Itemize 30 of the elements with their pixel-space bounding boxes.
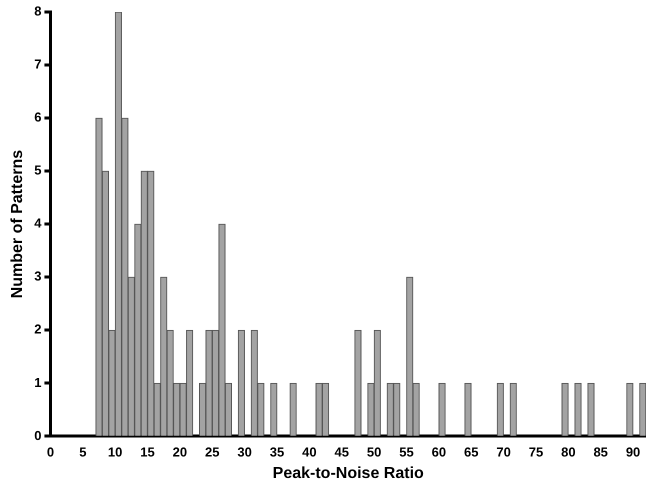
x-tick-label: 15	[140, 444, 155, 460]
x-tick-label: 45	[334, 444, 349, 460]
x-tick-label: 85	[593, 444, 608, 460]
x-tick-label: 0	[46, 444, 54, 460]
x-tick-label: 90	[626, 444, 640, 460]
x-tick-label: 70	[496, 444, 511, 460]
y-tick-label: 6	[34, 110, 42, 125]
x-tick-label: 25	[205, 444, 220, 460]
y-axis-title: Number of Patterns	[9, 150, 26, 298]
x-tick-label: 20	[172, 444, 188, 460]
x-tick-label: 35	[270, 444, 284, 460]
y-tick-label: 1	[34, 374, 42, 390]
x-tick-label: 50	[366, 444, 382, 460]
x-tick-label: 55	[399, 444, 414, 460]
y-tick-label: 2	[34, 322, 42, 337]
y-tick-label: 7	[34, 56, 42, 72]
x-tick-label: 75	[528, 444, 544, 460]
y-tick-label: 5	[34, 162, 42, 178]
y-tick-label: 4	[34, 216, 42, 231]
x-tick-label: 5	[79, 444, 86, 460]
x-tick-label: 80	[561, 444, 576, 460]
x-tick-label: 65	[464, 444, 478, 460]
y-tick-label: 3	[34, 268, 42, 284]
x-tick-label: 10	[108, 444, 122, 460]
x-tick-label: 40	[302, 444, 317, 460]
y-tick-label: 8	[34, 4, 42, 19]
x-axis-title: Peak-to-Noise Ratio	[272, 464, 424, 482]
y-tick-label: 0	[34, 428, 42, 443]
x-tick-label: 30	[237, 444, 252, 460]
x-tick-label: 60	[432, 444, 446, 460]
